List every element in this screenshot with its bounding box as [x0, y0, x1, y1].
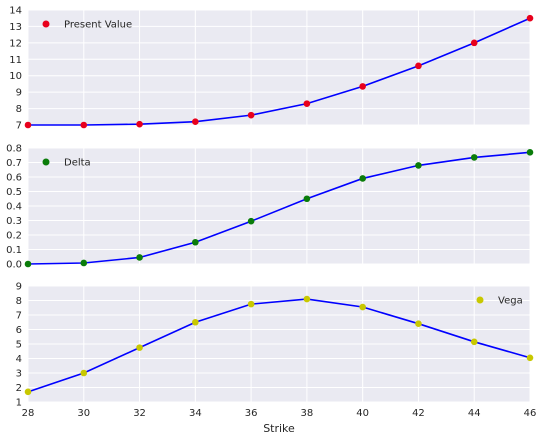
x-tick-label: 34 — [189, 408, 202, 419]
y-tick-label: 11 — [9, 55, 22, 66]
chart-panel-1: 7 8 9 10 11 12 13 14 Present Value — [9, 6, 534, 132]
data-point — [526, 149, 534, 156]
y-tick-label: 7 — [16, 121, 22, 132]
data-point — [470, 338, 478, 346]
y-tick-label: 0.7 — [6, 158, 22, 169]
data-point — [247, 111, 255, 119]
y-tick-label: 0.3 — [6, 216, 22, 227]
series-line — [27, 298, 531, 393]
y-tick-label: 3 — [16, 369, 22, 380]
data-point — [415, 162, 422, 169]
data-point — [359, 83, 366, 90]
data-point — [24, 121, 32, 129]
y-tick-label: 12 — [9, 38, 22, 49]
y-tick-label: 9 — [16, 282, 22, 293]
y-tick-label: 5 — [16, 340, 22, 351]
data-point — [80, 121, 88, 129]
y-tick-label: 0.1 — [6, 245, 22, 256]
x-tick-label: 36 — [245, 408, 258, 419]
y-tick-label: 0.0 — [6, 260, 22, 271]
x-axis-label: Strike — [263, 422, 295, 435]
y-tick-label: 9 — [16, 88, 22, 99]
series-line — [28, 17, 531, 126]
data-point — [192, 238, 199, 246]
legend-label: Present Value — [64, 20, 132, 31]
x-tick-label: 46 — [524, 408, 537, 419]
x-tick-label: 32 — [133, 408, 146, 419]
y-tick-label: 0.2 — [6, 231, 22, 242]
chart-panel-2: 0.0 0.1 0.2 0.3 0.4 0.5 0.6 0.7 0.8 Delta — [6, 144, 534, 271]
data-point — [136, 120, 143, 128]
data-point — [526, 14, 534, 22]
legend-marker — [42, 158, 50, 166]
y-tick-label: 0.6 — [6, 173, 22, 184]
y-tick-label: 6 — [16, 325, 22, 336]
y-tick-label: 1 — [16, 398, 22, 409]
y-tick-label: 4 — [16, 354, 22, 365]
data-point — [192, 318, 199, 326]
data-point — [359, 175, 366, 182]
data-point — [303, 295, 311, 303]
data-point — [303, 195, 311, 203]
legend-marker — [476, 296, 484, 304]
x-tick-label: 40 — [356, 408, 369, 419]
y-tick-label: 0.5 — [6, 187, 22, 198]
legend-label: Vega — [498, 296, 523, 307]
data-point — [24, 260, 32, 268]
y-tick-label: 14 — [9, 6, 22, 17]
x-tick-label: 44 — [468, 408, 481, 419]
y-tick-label: 0.8 — [6, 144, 22, 155]
x-tick-label: 38 — [301, 408, 314, 419]
legend-label: Delta — [64, 158, 91, 169]
data-point — [192, 118, 199, 126]
data-point — [80, 369, 88, 377]
data-point — [470, 39, 478, 47]
data-point — [526, 354, 534, 362]
legend-marker — [42, 20, 50, 28]
x-tick-label: 28 — [22, 408, 35, 419]
data-point — [470, 154, 478, 161]
data-point — [247, 217, 255, 225]
data-point — [24, 388, 32, 396]
data-point — [359, 303, 366, 311]
data-point — [136, 254, 143, 261]
y-tick-label: 2 — [16, 383, 22, 394]
data-point — [247, 300, 255, 308]
data-point — [80, 259, 88, 267]
data-point — [136, 344, 143, 351]
y-tick-label: 0.4 — [6, 202, 22, 213]
y-tick-label: 10 — [9, 71, 22, 82]
plot-area — [28, 10, 530, 125]
y-tick-label: 13 — [9, 22, 22, 33]
series-line — [27, 151, 531, 265]
y-tick-label: 8 — [16, 104, 22, 115]
x-tick-label: 30 — [77, 408, 90, 419]
data-point — [415, 320, 422, 328]
y-tick-label: 7 — [16, 311, 22, 322]
x-tick-label: 42 — [412, 408, 425, 419]
data-point — [415, 62, 422, 70]
data-point — [303, 100, 311, 107]
y-tick-label: 8 — [16, 296, 22, 307]
